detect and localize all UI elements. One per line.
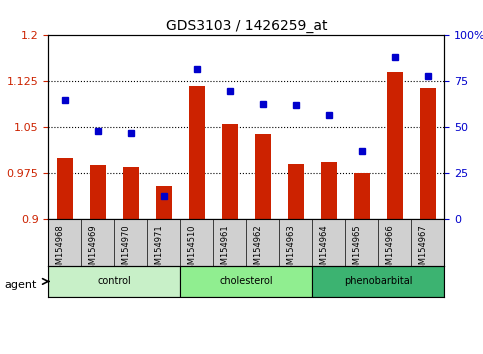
Text: control: control: [98, 276, 131, 286]
Text: agent: agent: [5, 280, 37, 290]
Text: GSM154968: GSM154968: [56, 224, 65, 275]
Bar: [89, 165, 106, 219]
Bar: [420, 87, 436, 219]
Bar: [222, 124, 238, 219]
Bar: [156, 186, 172, 219]
Text: GSM154970: GSM154970: [122, 224, 131, 275]
Text: GSM154969: GSM154969: [89, 224, 98, 275]
FancyBboxPatch shape: [180, 266, 313, 297]
Bar: [386, 72, 403, 219]
Text: GSM154966: GSM154966: [386, 224, 395, 275]
Bar: [354, 173, 370, 219]
Bar: [287, 164, 304, 219]
FancyBboxPatch shape: [48, 266, 180, 297]
Text: phenobarbital: phenobarbital: [344, 276, 412, 286]
Text: GSM154961: GSM154961: [221, 224, 230, 275]
Text: cholesterol: cholesterol: [219, 276, 273, 286]
Bar: [123, 167, 139, 219]
Bar: [321, 162, 337, 219]
Title: GDS3103 / 1426259_at: GDS3103 / 1426259_at: [166, 19, 327, 33]
Text: GSM154963: GSM154963: [287, 224, 296, 275]
Bar: [188, 86, 205, 219]
Bar: [255, 133, 271, 219]
Text: GSM154964: GSM154964: [320, 224, 329, 275]
Text: GSM154510: GSM154510: [188, 224, 197, 275]
FancyBboxPatch shape: [313, 266, 444, 297]
Text: GSM154962: GSM154962: [254, 224, 263, 275]
Text: GSM154965: GSM154965: [353, 224, 362, 275]
Text: GSM154971: GSM154971: [155, 224, 164, 275]
Text: GSM154967: GSM154967: [419, 224, 428, 275]
Bar: [57, 158, 73, 219]
